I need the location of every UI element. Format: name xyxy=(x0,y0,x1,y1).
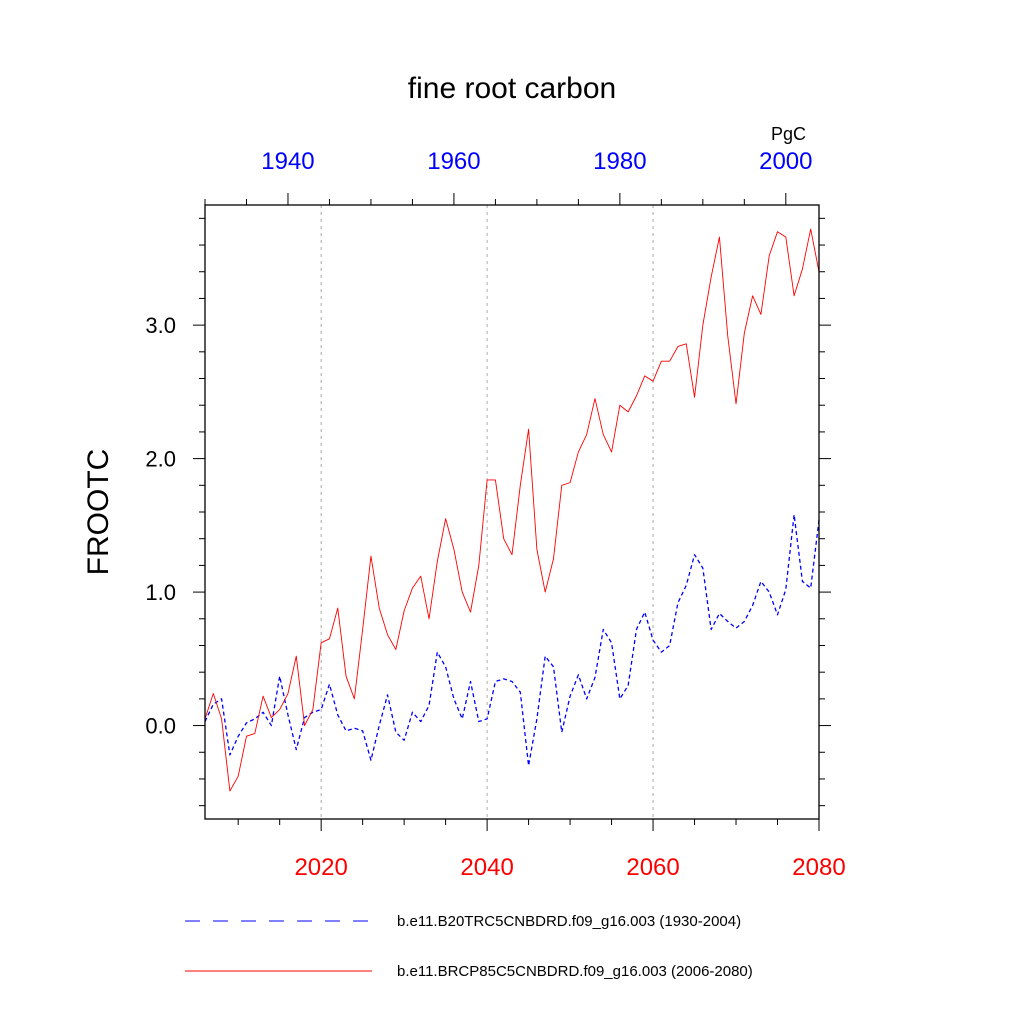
axis-ticks xyxy=(193,193,831,831)
x-top-tick-label-1980: 1980 xyxy=(593,148,646,175)
series-line-rcp85 xyxy=(204,228,820,792)
units-label: PgC xyxy=(771,124,806,144)
plot-frame xyxy=(204,204,820,820)
y-tick-label-2.0: 2.0 xyxy=(145,447,176,472)
x-bottom-tick-label-2020: 2020 xyxy=(294,854,347,881)
x-top-tick-label-1960: 1960 xyxy=(427,148,480,175)
y-tick-label-1.0: 1.0 xyxy=(145,580,176,605)
x-bottom-tick-label-2040: 2040 xyxy=(460,854,513,881)
x-top-tick-label-1940: 1940 xyxy=(261,148,314,175)
legend: b.e11.B20TRC5CNBDRD.f09_g16.003 (1930-20… xyxy=(185,913,753,980)
y-tick-label-0.0: 0.0 xyxy=(145,714,176,739)
series-layer xyxy=(204,228,820,792)
y-tick-label-3.0: 3.0 xyxy=(145,313,176,338)
y-axis-label: FROOTC xyxy=(82,449,115,576)
legend-label-historical: b.e11.B20TRC5CNBDRD.f09_g16.003 (1930-20… xyxy=(397,913,741,930)
x-bottom-tick-label-2080: 2080 xyxy=(792,854,845,881)
chart-title: fine root carbon xyxy=(408,72,616,105)
series-line-historical xyxy=(204,514,820,767)
x-bottom-tick-label-2060: 2060 xyxy=(626,854,679,881)
axis-tick-labels: 0.0 1.0 2.0 3.0 2020 2040 2060 2080 1940 1960 1980… xyxy=(145,148,845,881)
gridlines xyxy=(320,205,654,819)
legend-label-rcp85: b.e11.BRCP85C5CNBDRD.f09_g16.003 (2006-2… xyxy=(397,963,753,980)
x-top-tick-label-2000: 2000 xyxy=(759,148,812,175)
